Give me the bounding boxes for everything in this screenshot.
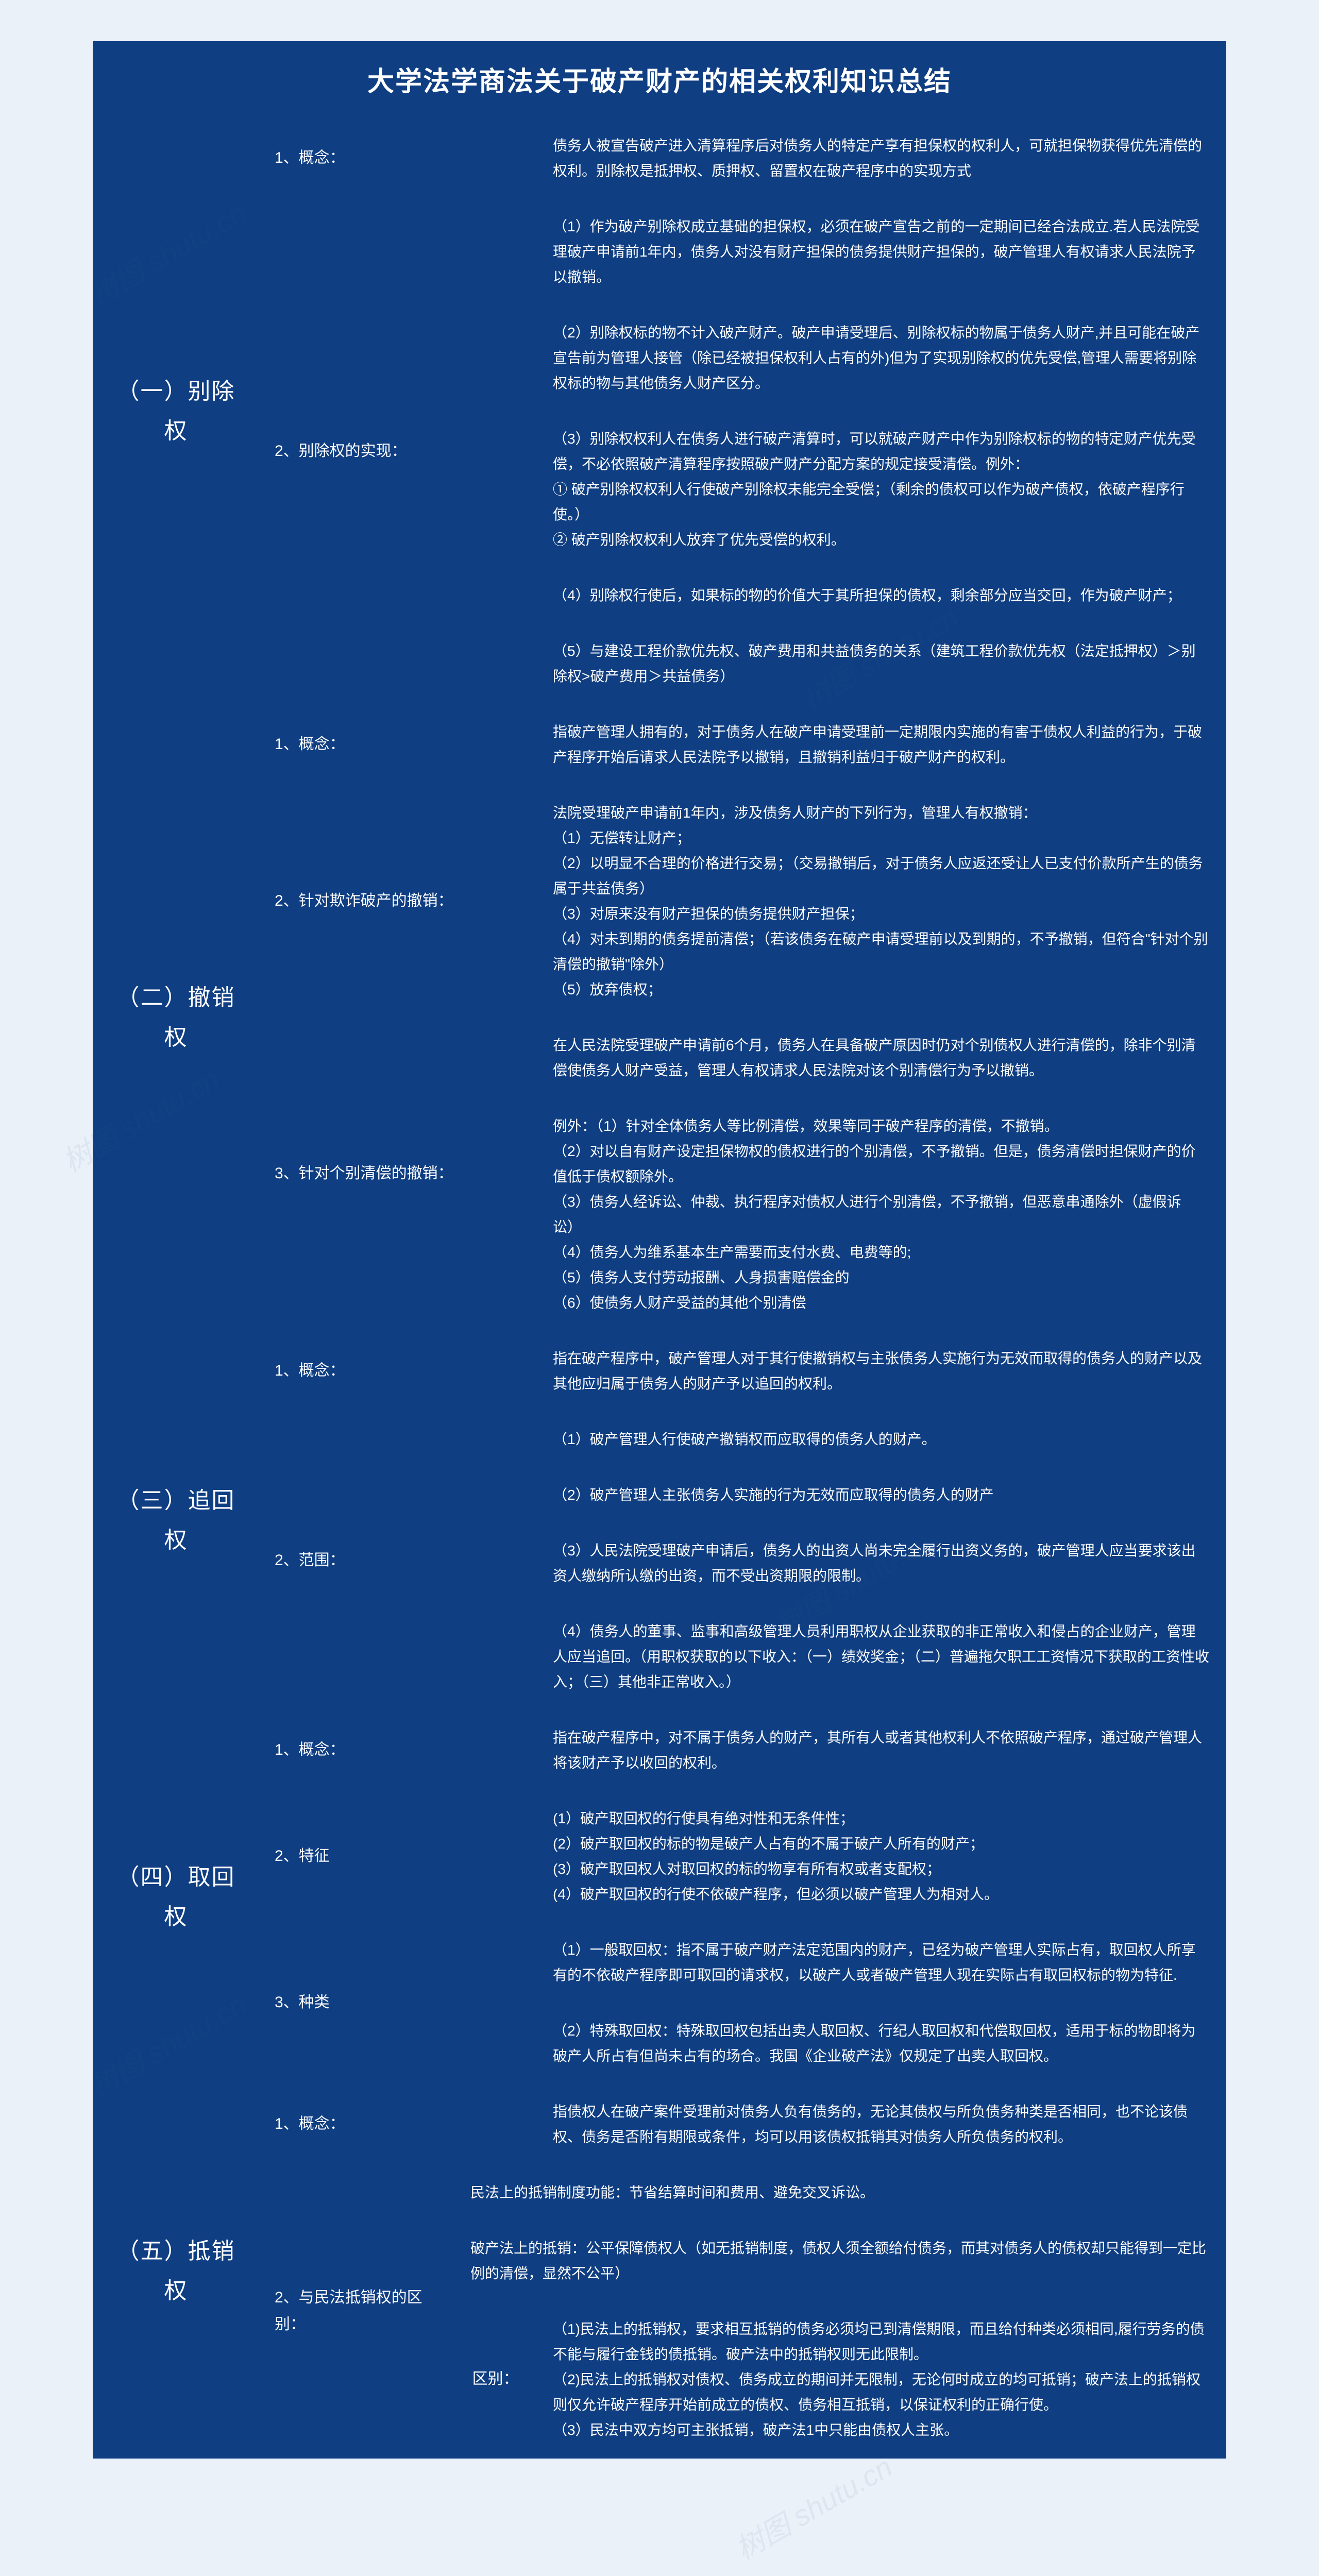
s1-r2-p1: （1）作为破产别除权成立基础的担保权，必须在破产宣告之前的一定期间已经合法成立.… xyxy=(537,199,1226,305)
s1-r1-body: 债务人被宣告破产进入清算程序后对债务人的特定产享有担保权的权利人，可就担保物获得… xyxy=(537,118,1226,199)
s5-r2-p2: 破产法上的抵销：公平保障债权人（如无抵销制度，债权人须全额给付债务，而其对债务人… xyxy=(454,2221,1226,2301)
s3-r2-p3: （3）人民法院受理破产申请后，债务人的出资人尚未完全履行出资义务的，破产管理人应… xyxy=(537,1523,1226,1604)
s3-r2-p2: （2）破产管理人主张债务人实施的行为无效而应取得的债务人的财产 xyxy=(537,1467,1226,1523)
s4-r1-body: 指在破产程序中，对不属于债务人的财产，其所有人或者其他权利人不依照破产程序，通过… xyxy=(537,1710,1226,1791)
s2-r3-p2: 例外：（1）针对全体债务人等比例清偿，效果等同于破产程序的清偿，不撤销。 （2）… xyxy=(537,1098,1226,1331)
s2-r2-body: 法院受理破产申请前1年内，涉及债务人财产的下列行为，管理人有权撤销： （1）无偿… xyxy=(537,785,1226,1018)
s5-r2-p1: 民法上的抵销制度功能：节省结算时间和费用、避免交叉诉讼。 xyxy=(454,2165,1226,2221)
page-title: 大学法学商法关于破产财产的相关权利知识总结 xyxy=(93,41,1226,117)
s4-r2-sub: 2、特征 xyxy=(259,1791,537,1922)
section-2-label: （二）撤销权 xyxy=(94,704,259,1331)
s4-r1-sub: 1、概念： xyxy=(259,1710,537,1791)
s4-r2-body: (1）破产取回权的行使具有绝对性和无条件性； (2）破产取回权的标的物是破产人占… xyxy=(537,1791,1226,1922)
s1-r1-sub: 1、概念： xyxy=(259,118,537,199)
section-4-label: （四）取回权 xyxy=(94,1710,259,2084)
section-1-label: （一）别除权 xyxy=(94,118,259,704)
s2-r1-sub: 1、概念： xyxy=(259,704,537,785)
s2-r3-sub: 3、针对个别清偿的撤销： xyxy=(259,1018,537,1331)
s4-r3-p1: （1）一般取回权：指不属于破产财产法定范围内的财产，已经为破产管理人实际占有，取… xyxy=(537,1922,1226,2003)
section-3-label: （三）追回权 xyxy=(94,1331,259,1710)
s3-r2-p1: （1）破产管理人行使破产撤销权而应取得的债务人的财产。 xyxy=(537,1412,1226,1467)
s2-r1-body: 指破产管理人拥有的，对于债务人在破产申请受理前一定期限内实施的有害于债权人利益的… xyxy=(537,704,1226,785)
s1-r2-p2: （2）别除权标的物不计入破产财产。破产申请受理后、别除权标的物属于债务人财产,并… xyxy=(537,305,1226,411)
s1-r2-sub: 2、别除权的实现： xyxy=(259,199,537,704)
s5-r2-p3: （1)民法上的抵销权，要求相互抵销的债务必须均已到清偿期限，而且给付种类必须相同… xyxy=(537,2301,1226,2458)
s4-r3-sub: 3、种类 xyxy=(259,1922,537,2084)
section-5-label: （五）抵销权 xyxy=(94,2084,259,2458)
s5-r2-sub: 2、与民法抵销权的区别： xyxy=(259,2165,454,2458)
s5-r1-sub: 1、概念： xyxy=(259,2084,537,2165)
s4-r3-p2: （2）特殊取回权：特殊取回权包括出卖人取回权、行纪人取回权和代偿取回权，适用于标… xyxy=(537,2003,1226,2084)
s3-r2-p4: （4）债务人的董事、监事和高级管理人员利用职权从企业获取的非正常收入和侵占的企业… xyxy=(537,1604,1226,1710)
main-table: （一）别除权 1、概念： 债务人被宣告破产进入清算程序后对债务人的特定产享有担保… xyxy=(93,117,1226,2459)
s5-r2-p3sub: 区别： xyxy=(454,2301,537,2458)
s3-r1-sub: 1、概念： xyxy=(259,1331,537,1412)
s2-r3-p1: 在人民法院受理破产申请前6个月，债务人在具备破产原因时仍对个别债权人进行清偿的，… xyxy=(537,1018,1226,1098)
document-wrap: 大学法学商法关于破产财产的相关权利知识总结 （一）别除权 1、概念： 债务人被宣… xyxy=(93,41,1226,2576)
s3-r2-sub: 2、范围： xyxy=(259,1412,537,1710)
s3-r1-body: 指在破产程序中，破产管理人对于其行使撤销权与主张债务人实施行为无效而取得的债务人… xyxy=(537,1331,1226,1412)
s1-r2-p5: （5）与建设工程价款优先权、破产费用和共益债务的关系（建筑工程价款优先权（法定抵… xyxy=(537,623,1226,704)
s1-r2-p4: （4）别除权行使后，如果标的物的价值大于其所担保的债权，剩余部分应当交回，作为破… xyxy=(537,568,1226,623)
s5-r1-body: 指债权人在破产案件受理前对债务人负有债务的，无论其债权与所负债务种类是否相同，也… xyxy=(537,2084,1226,2165)
s2-r2-sub: 2、针对欺诈破产的撤销： xyxy=(259,785,537,1018)
s1-r2-p3: （3）别除权权利人在债务人进行破产清算时，可以就破产财产中作为别除权标的物的特定… xyxy=(537,411,1226,568)
